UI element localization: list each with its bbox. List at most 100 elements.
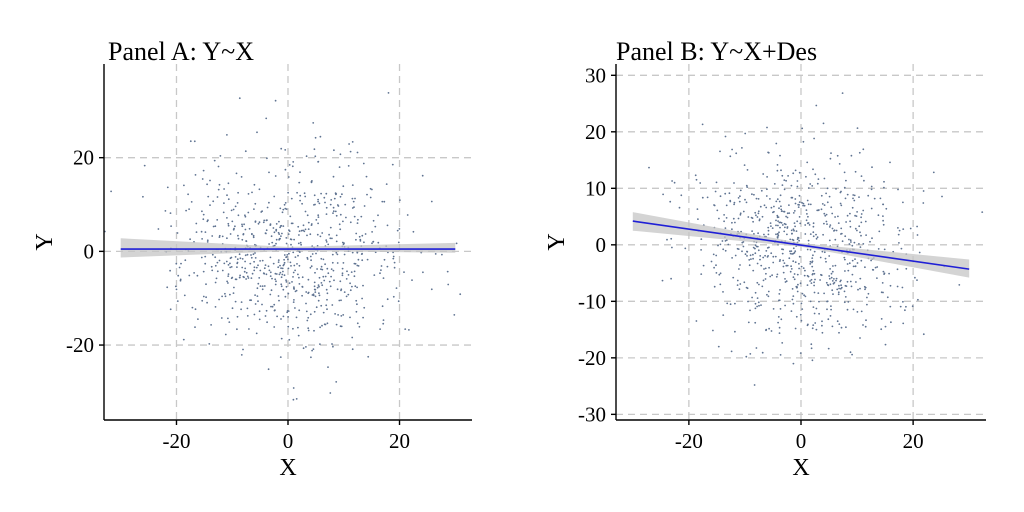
scatter-point: [325, 304, 328, 307]
scatter-point: [347, 165, 350, 167]
scatter-point: [757, 210, 760, 213]
scatter-point: [406, 214, 409, 216]
scatter-point: [240, 354, 243, 356]
scatter-point: [712, 253, 715, 256]
scatter-point: [263, 285, 266, 287]
scatter-point: [762, 173, 765, 175]
scatter-point: [851, 273, 854, 276]
scatter-point: [815, 237, 818, 240]
scatter-point: [273, 326, 276, 328]
scatter-point: [765, 250, 768, 252]
scatter-point: [883, 273, 885, 275]
scatter-point: [298, 283, 301, 285]
scatter-point: [759, 258, 761, 261]
scatter-point: [329, 226, 332, 229]
scatter-point: [241, 266, 244, 269]
scatter-point: [922, 202, 925, 204]
scatter-point: [803, 204, 806, 207]
scatter-point: [311, 180, 313, 182]
scatter-point: [741, 147, 743, 149]
scatter-point: [248, 227, 251, 230]
scatter-point: [754, 244, 757, 247]
scatter-point: [671, 180, 673, 182]
scatter-point: [821, 250, 824, 253]
scatter-point: [732, 217, 735, 220]
scatter-point: [316, 233, 319, 236]
scatter-point: [700, 249, 702, 251]
scatter-point: [326, 298, 328, 301]
scatter-point: [864, 220, 867, 223]
scatter-point: [372, 240, 375, 243]
scatter-point: [447, 283, 450, 286]
scatter-point: [776, 164, 779, 166]
scatter-point: [340, 299, 342, 302]
scatter-point: [856, 311, 859, 313]
scatter-point: [304, 195, 307, 198]
scatter-point: [826, 300, 828, 303]
scatter-point: [807, 222, 810, 224]
scatter-point: [250, 256, 253, 259]
scatter-point: [292, 387, 295, 389]
scatter-point: [336, 288, 339, 291]
scatter-point: [268, 269, 271, 272]
scatter-point: [227, 273, 230, 275]
scatter-point: [821, 203, 824, 205]
scatter-point: [318, 202, 321, 205]
scatter-point: [845, 179, 847, 182]
scatter-point: [249, 262, 252, 265]
scatter-point: [829, 268, 831, 270]
scatter-point: [335, 193, 337, 196]
scatter-point: [307, 329, 310, 332]
scatter-point: [267, 368, 270, 371]
scatter-point: [767, 290, 770, 293]
scatter-point: [852, 308, 855, 311]
scatter-point: [760, 189, 763, 192]
scatter-point: [846, 193, 849, 196]
scatter-point: [882, 203, 885, 206]
scatter-point: [353, 270, 356, 273]
scatter-point: [804, 269, 806, 272]
scatter-point: [247, 277, 250, 279]
scatter-point: [265, 219, 268, 222]
scatter-point: [234, 225, 236, 228]
scatter-point: [716, 209, 719, 212]
scatter-point: [377, 214, 379, 217]
scatter-point: [252, 253, 255, 256]
scatter-point: [830, 272, 833, 275]
scatter-point: [274, 175, 277, 177]
scatter-point: [320, 265, 323, 268]
scatter-point: [204, 231, 207, 234]
scatter-point: [352, 200, 355, 203]
y-tick-label: -20: [66, 333, 94, 357]
axes: [99, 64, 472, 425]
scatter-point: [325, 192, 328, 195]
scatter-point: [351, 285, 353, 288]
scatter-point: [318, 292, 320, 295]
scatter-point: [914, 276, 916, 279]
scatter-point: [241, 225, 244, 228]
panel-title: Panel B: Y~X+Des: [616, 37, 817, 66]
scatter-point: [269, 223, 272, 226]
scatter-point: [231, 307, 234, 310]
scatter-point: [341, 274, 344, 277]
scatter-point: [715, 254, 718, 257]
scatter-point: [790, 229, 793, 232]
scatter-point: [854, 227, 857, 230]
scatter-point: [279, 264, 281, 267]
scatter-point: [251, 272, 254, 275]
scatter-point: [807, 275, 810, 278]
grid: [616, 64, 986, 420]
scatter-point: [731, 148, 733, 151]
scatter-point: [849, 220, 851, 223]
scatter-point: [309, 233, 312, 236]
scatter-point: [339, 195, 342, 198]
y-tick-label: 30: [585, 63, 606, 87]
scatter-point: [285, 242, 288, 245]
scatter-point: [737, 197, 740, 199]
scatter-point: [884, 325, 887, 328]
scatter-point: [258, 318, 261, 321]
scatter-point: [257, 282, 260, 285]
scatter-point: [333, 149, 335, 152]
scatter-point: [700, 238, 703, 241]
scatter-point: [797, 283, 799, 286]
